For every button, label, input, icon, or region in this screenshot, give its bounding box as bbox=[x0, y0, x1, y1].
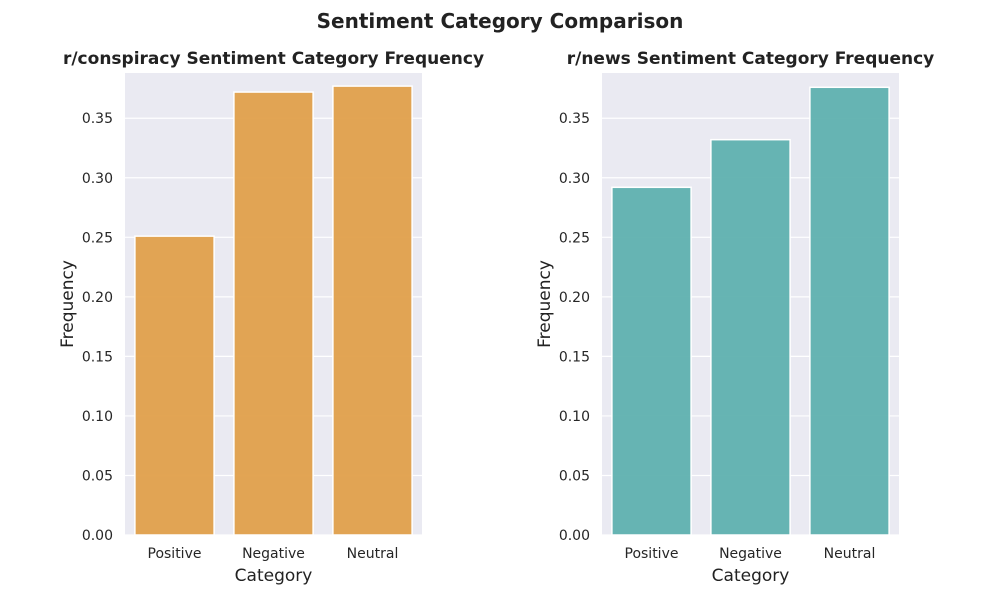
bar-neutral bbox=[809, 86, 890, 536]
x-axis-label: Category bbox=[235, 566, 313, 586]
x-tick-label: Positive bbox=[148, 546, 202, 562]
panel-title: r/news Sentiment Category Frequency bbox=[567, 49, 935, 69]
panel-conspiracy: 0.00 0.05 0.10 0.15 0.20 0.25 0.30 0.35 Positive… bbox=[58, 49, 484, 586]
panel-title: r/conspiracy Sentiment Category Frequenc… bbox=[63, 49, 484, 69]
y-tick-label: 0.30 bbox=[82, 171, 113, 187]
bar-negative bbox=[233, 91, 314, 536]
y-tick-label: 0.10 bbox=[82, 409, 113, 425]
bar-neutral bbox=[332, 85, 413, 536]
y-tick-label: 0.35 bbox=[559, 111, 590, 127]
y-tick-label: 0.25 bbox=[82, 230, 113, 246]
y-tick-label: 0.30 bbox=[559, 171, 590, 187]
y-axis-label: Frequency bbox=[58, 260, 78, 348]
x-tick-label: Negative bbox=[719, 546, 782, 562]
y-tick-label: 0.05 bbox=[82, 468, 113, 484]
y-tick-label: 0.25 bbox=[559, 230, 590, 246]
y-tick-label: 0.20 bbox=[559, 290, 590, 306]
y-tick-label: 0.20 bbox=[82, 290, 113, 306]
x-axis-label: Category bbox=[712, 566, 790, 586]
x-tick-label: Neutral bbox=[347, 546, 399, 562]
y-tick-label: 0.15 bbox=[82, 349, 113, 365]
y-tick-label: 0.10 bbox=[559, 409, 590, 425]
x-tick-label: Negative bbox=[242, 546, 305, 562]
y-tick-label: 0.00 bbox=[559, 528, 590, 544]
y-tick-label: 0.35 bbox=[82, 111, 113, 127]
bar-negative bbox=[710, 138, 791, 536]
x-tick-label: Positive bbox=[625, 546, 679, 562]
chart-suptitle: Sentiment Category Comparison bbox=[317, 9, 684, 33]
y-tick-label: 0.00 bbox=[82, 528, 113, 544]
bar-positive bbox=[134, 235, 215, 536]
panel-news: 0.00 0.05 0.10 0.15 0.20 0.25 0.30 0.35 Positive… bbox=[535, 49, 934, 586]
y-tick-label: 0.15 bbox=[559, 349, 590, 365]
y-axis-label: Frequency bbox=[535, 260, 555, 348]
bar-positive bbox=[611, 186, 692, 536]
x-tick-label: Neutral bbox=[824, 546, 876, 562]
y-tick-label: 0.05 bbox=[559, 468, 590, 484]
